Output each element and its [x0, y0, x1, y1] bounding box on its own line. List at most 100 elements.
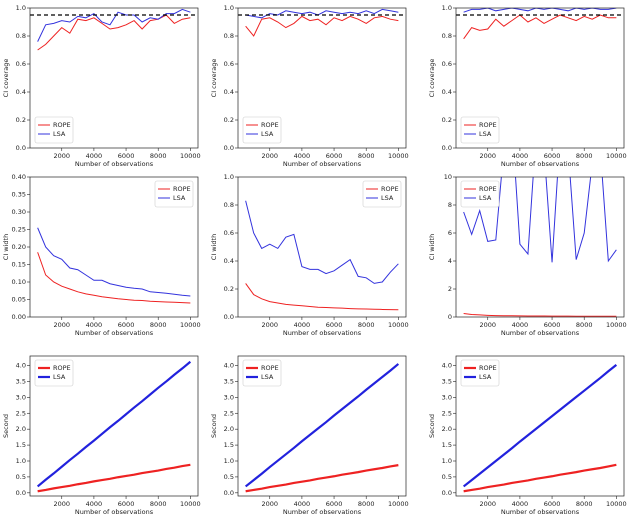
y-tick-label: 0.5	[16, 473, 26, 481]
axes-frame	[455, 176, 625, 318]
y-tick-label: 3.5	[16, 377, 26, 385]
x-tick-label: 8000	[576, 321, 593, 329]
y-tick-label: 2.5	[16, 409, 26, 417]
legend-box	[34, 116, 74, 144]
y-tick-label: 0.5	[442, 473, 452, 481]
y-tick-label: 2.5	[224, 409, 234, 417]
y-axis-label: CI coverage	[210, 59, 218, 98]
y-tick-label: 0.20	[12, 243, 26, 251]
legend-label: ROPE	[53, 121, 71, 129]
x-tick-label: 8000	[576, 500, 593, 508]
x-axis-label: Number of observations	[501, 160, 580, 168]
x-tick-label: 2000	[479, 500, 496, 508]
y-tick-label: 0.2	[224, 116, 234, 124]
axes-frame	[237, 7, 407, 149]
y-tick-label: 3.0	[442, 393, 452, 401]
subplot: 0.0 0.5 1.0 1.5 2.0 2.5 3.0 3.5 4.0 2000 4000 6000 8…	[428, 355, 627, 515]
y-tick-label: 0.6	[16, 60, 26, 68]
legend-label: LSA	[53, 373, 66, 381]
x-axis-label: Number of observations	[283, 160, 362, 168]
x-tick-label: 6000	[326, 152, 343, 160]
y-axis-label: CI width	[2, 234, 10, 260]
y-tick-label: 0.0	[442, 489, 452, 497]
y-tick-label: 0	[448, 313, 452, 321]
y-tick-label: 0.0	[224, 313, 234, 321]
y-tick-label: 0.8	[224, 201, 234, 209]
x-tick-label: 6000	[326, 500, 343, 508]
x-axis-label: Number of observations	[75, 160, 154, 168]
y-tick-label: 0.4	[224, 88, 234, 96]
series-line	[37, 463, 191, 493]
x-tick-label: 10000	[606, 321, 627, 329]
x-tick-label: 8000	[150, 500, 167, 508]
y-tick-label: 1.5	[442, 441, 452, 449]
series-line	[37, 252, 191, 304]
subplot: 0.0 0.2 0.4 0.6 0.8 1.0 2000 4000 6000 8000 10000 N…	[2, 4, 201, 168]
x-axis-label: Number of observations	[501, 329, 580, 337]
x-tick-label: 4000	[512, 500, 529, 508]
x-tick-label: 2000	[479, 152, 496, 160]
y-tick-label: 4.0	[442, 362, 452, 370]
legend-label: ROPE	[479, 121, 497, 129]
x-tick-label: 6000	[118, 152, 135, 160]
legend-label: ROPE	[261, 364, 279, 372]
subplot: 0.0 0.2 0.4 0.6 0.8 1.0 2000 4000 6000 8000 10000 N…	[210, 4, 409, 168]
x-axis-label: Number of observations	[283, 329, 362, 337]
x-tick-label: 4000	[512, 152, 529, 160]
plot-area	[36, 360, 192, 493]
x-tick-label: 2000	[261, 321, 278, 329]
legend-box	[154, 180, 194, 208]
x-axis-label: Number of observations	[283, 508, 362, 515]
x-tick-label: 10000	[388, 152, 409, 160]
y-tick-label: 0.8	[16, 32, 26, 40]
legend-label: ROPE	[381, 185, 399, 193]
y-tick-label: 0.0	[224, 144, 234, 152]
legend-box	[460, 116, 500, 144]
y-tick-label: 0.6	[224, 229, 234, 237]
subplot: 0.0 0.5 1.0 1.5 2.0 2.5 3.0 3.5 4.0 2000 4000 6000 8…	[210, 355, 409, 515]
x-tick-label: 8000	[358, 321, 375, 329]
y-tick-label: 2.5	[442, 409, 452, 417]
x-tick-label: 10000	[388, 321, 409, 329]
y-tick-label: 0.35	[12, 191, 26, 199]
x-tick-label: 4000	[294, 321, 311, 329]
x-tick-label: 6000	[118, 321, 135, 329]
y-tick-label: 0.2	[442, 116, 452, 124]
x-tick-label: 6000	[544, 321, 561, 329]
series-line	[244, 363, 400, 488]
x-tick-label: 8000	[576, 152, 593, 160]
x-tick-label: 10000	[388, 500, 409, 508]
y-axis-label: CI width	[210, 234, 218, 260]
x-tick-label: 4000	[294, 500, 311, 508]
y-tick-label: 1.0	[224, 4, 234, 12]
y-tick-label: 3.5	[224, 377, 234, 385]
x-axis-label: Number of observations	[75, 508, 154, 515]
legend-label: LSA	[381, 194, 394, 202]
series-line	[37, 227, 191, 297]
legend-label: LSA	[479, 194, 492, 202]
x-tick-label: 10000	[180, 321, 201, 329]
y-axis-label: CI coverage	[2, 59, 10, 98]
y-tick-label: 0.0	[224, 489, 234, 497]
x-tick-label: 10000	[180, 500, 201, 508]
subplot: 0 2 4 6 8 10 2000 4000 6000 8000 10000 Number of ob…	[428, 173, 627, 337]
y-tick-label: 0.6	[224, 60, 234, 68]
x-axis-label: Number of observations	[501, 508, 580, 515]
y-tick-label: 0.0	[16, 144, 26, 152]
axes-frame	[29, 176, 199, 318]
x-tick-label: 4000	[86, 500, 103, 508]
legend-label: ROPE	[173, 185, 191, 193]
y-tick-label: 0.15	[12, 261, 26, 269]
series-line	[245, 8, 399, 19]
legend-label: LSA	[261, 130, 274, 138]
series-line	[463, 313, 617, 317]
legend-label: LSA	[479, 373, 492, 381]
y-tick-label: 0.4	[16, 88, 26, 96]
x-tick-label: 6000	[544, 500, 561, 508]
y-tick-label: 1.0	[224, 457, 234, 465]
series-line	[245, 283, 399, 311]
y-tick-label: 1.0	[16, 4, 26, 12]
y-tick-label: 1.0	[442, 457, 452, 465]
axes-frame	[29, 7, 199, 149]
